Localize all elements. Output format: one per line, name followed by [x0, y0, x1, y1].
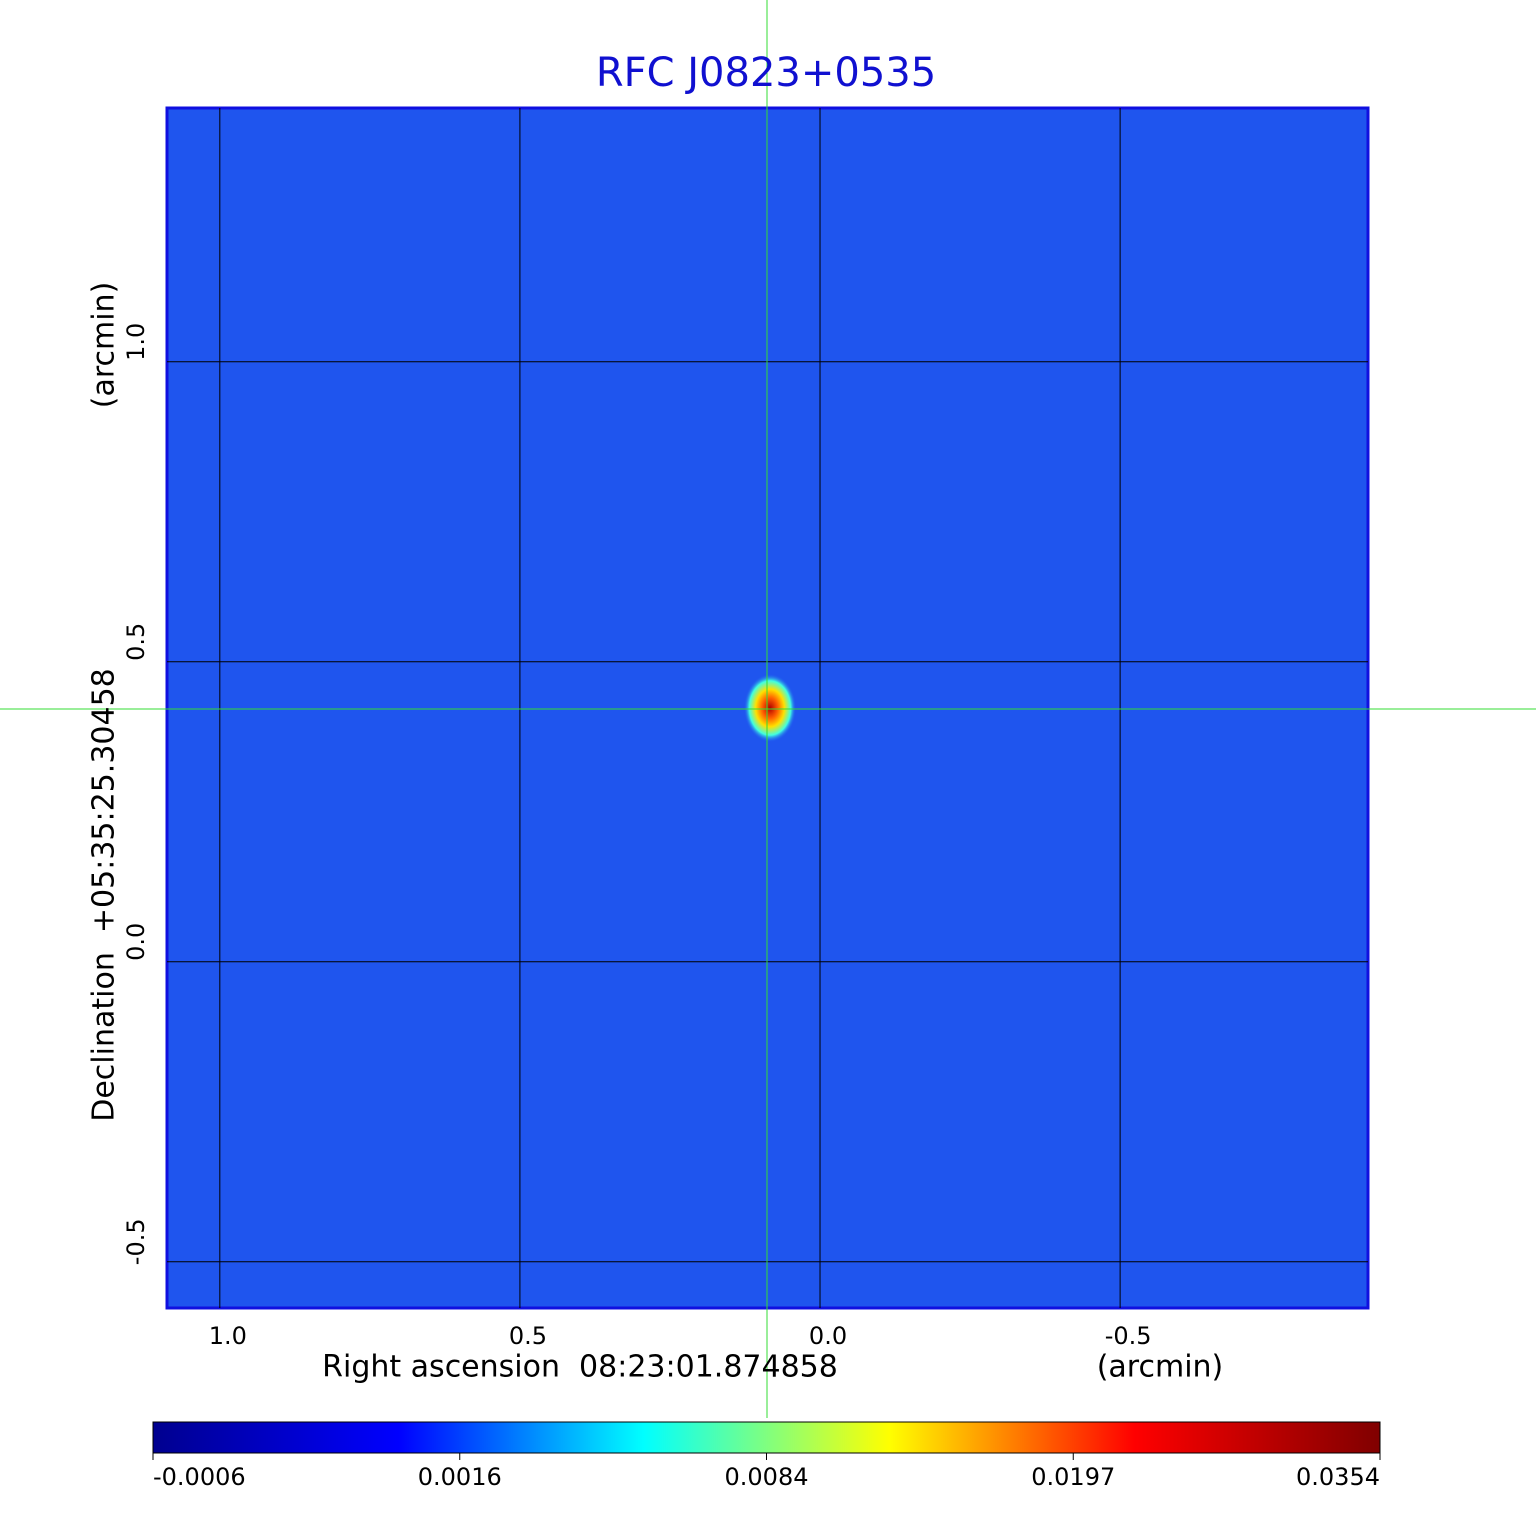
y-tick-label: 1.0: [122, 323, 150, 361]
colorbar-tick-label: 0.0354: [1296, 1463, 1380, 1491]
x-tick-label: 0.5: [509, 1322, 547, 1350]
colorbar: [152, 1421, 1381, 1454]
colorbar-tick-label: -0.0006: [153, 1463, 246, 1491]
x-label: Right ascension 08:23:01.874858: [322, 1350, 838, 1385]
y-tick-label: -0.5: [122, 1218, 150, 1265]
x-unit: (arcmin): [1097, 1350, 1224, 1385]
x-tick-label: 0.0: [809, 1322, 847, 1350]
y-tick-label: 0.5: [122, 623, 150, 661]
colorbar-tick-label: 0.0197: [1031, 1463, 1115, 1491]
x-tick-label: -0.5: [1105, 1322, 1152, 1350]
y-unit: (arcmin): [87, 282, 122, 409]
x-tick-label: 1.0: [209, 1322, 247, 1350]
colorbar-tick-label: 0.0084: [725, 1463, 809, 1491]
colorbar-tick-label: 0.0016: [418, 1463, 502, 1491]
y-label: Declination +05:35:25.30458: [87, 668, 122, 1122]
y-tick-label: 0.0: [122, 923, 150, 961]
source: [744, 674, 796, 742]
chart-title: RFC J0823+0535: [596, 50, 936, 96]
